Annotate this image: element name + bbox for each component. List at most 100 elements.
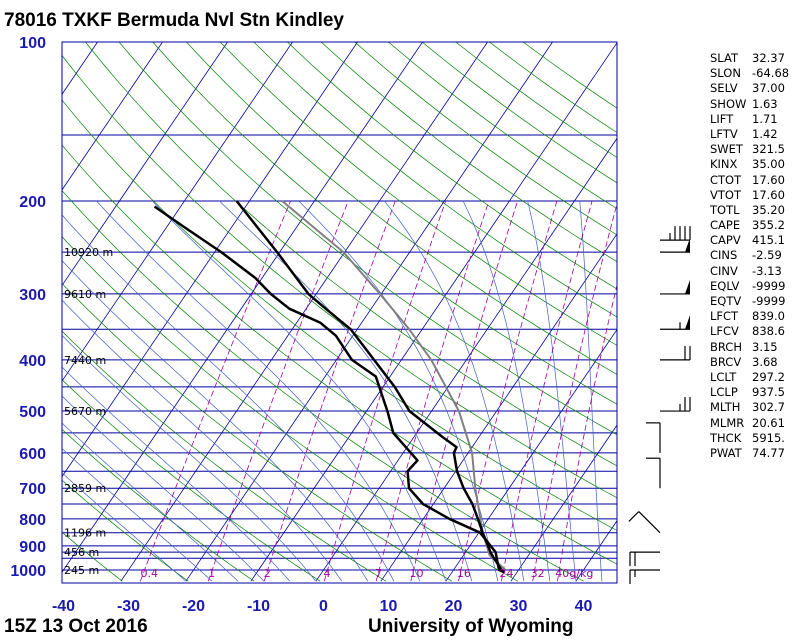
wind-barb [660, 279, 690, 295]
index-row-cinv: CINV -3.13 [710, 264, 798, 279]
mixing-ratio-label: 32 [531, 567, 545, 580]
index-name: LIFT [710, 111, 734, 126]
index-row-brch: BRCH 3.15 [710, 340, 798, 355]
moist-adiabat [62, 260, 369, 582]
wind-barb [660, 315, 690, 330]
mixing-ratio-line [501, 200, 593, 582]
moist-adiabat [62, 472, 187, 582]
index-value: 302.7 [752, 400, 785, 415]
index-row-lfct: LFCT 839.0 [710, 309, 798, 324]
moist-adiabat [62, 366, 291, 582]
mixing-ratio-line [458, 200, 558, 582]
index-row-swet: SWET 321.5 [710, 142, 798, 157]
dry-adiabat [62, 531, 123, 582]
index-value: 297.2 [752, 369, 785, 384]
wind-barb [660, 397, 691, 412]
index-value: 3.68 [752, 354, 778, 369]
index-name: EQTV [710, 294, 742, 308]
index-value: 35.20 [752, 202, 785, 217]
dry-adiabat [253, 42, 617, 318]
moist-adiabat [62, 422, 239, 582]
index-row-kinx: KINX 35.00 [710, 157, 798, 172]
index-value: 355.2 [752, 218, 785, 233]
moist-adiabat [219, 200, 473, 582]
pressure-tick-label: 200 [19, 194, 46, 211]
index-row-cape: CAPE 355.2 [710, 218, 798, 233]
index-name: SWET [710, 142, 743, 157]
isotherm-line [445, 328, 617, 582]
profile-layer [153, 200, 507, 574]
index-name: LFCT [710, 309, 739, 324]
index-value: 3.15 [752, 339, 778, 354]
index-row-pwat: PWAT 74.77 [710, 446, 798, 461]
wind-barb [629, 551, 660, 567]
index-value: 74.77 [752, 445, 785, 460]
index-name: VTOT [710, 187, 741, 202]
index-name: CAPE [710, 218, 741, 233]
index-name: SELV [710, 81, 738, 96]
dry-adiabat [186, 42, 617, 375]
dry-adiabat [0, 42, 56, 581]
wind-barb [629, 569, 660, 584]
temperature-tick-label: 30 [510, 598, 528, 615]
pressure-tick-label: 300 [19, 287, 46, 304]
plot-frame [61, 41, 618, 584]
index-row-cins: CINS -2.59 [710, 248, 798, 263]
moist-adiabat [62, 334, 317, 582]
moist-adiabat [62, 395, 265, 582]
index-name: MLTH [710, 400, 741, 415]
height-label: 456 m [64, 546, 99, 559]
temperature-tick-label: -10 [247, 598, 270, 615]
moist-adiabat [62, 214, 395, 582]
index-row-mlmr: MLMR 20.61 [710, 416, 798, 431]
index-name: CINV [710, 263, 738, 278]
height-label: 10920 m [64, 246, 113, 259]
index-row-ctot: CTOT 17.60 [710, 173, 798, 188]
mixing-ratio-label: 16 [457, 567, 471, 580]
index-value: 17.60 [752, 187, 785, 202]
temperature-tick-label: 40 [575, 598, 593, 615]
moist-adiabat [62, 299, 343, 582]
dry-adiabat [62, 190, 584, 582]
data-source: University of Wyoming [368, 616, 574, 637]
index-row-show: SHOW 1.63 [710, 97, 798, 112]
index-row-lftv: LFTV 1.42 [710, 127, 798, 142]
isotherm-line [62, 42, 293, 382]
index-name: SHOW [710, 96, 747, 111]
pressure-tick-label: 500 [19, 404, 46, 421]
index-value: -64.68 [752, 66, 790, 81]
index-name: CINS [710, 248, 738, 263]
isotherm-line [380, 233, 617, 582]
index-value: 17.60 [752, 172, 785, 187]
moist-adiabat [527, 200, 577, 582]
mixing-ratio-label: 7 [375, 567, 382, 580]
moist-adiabat [384, 200, 525, 582]
mixing-ratio-label: 4 [323, 567, 330, 580]
index-value: 35.00 [752, 157, 785, 172]
moist-adiabat [96, 200, 421, 582]
dry-adiabat [219, 42, 617, 346]
dry-adiabat [62, 54, 617, 499]
index-row-slat: SLAT 32.37 [710, 51, 798, 66]
mixing-ratio-line [263, 200, 396, 582]
wind-barb [628, 511, 661, 534]
temperature-profile [235, 200, 505, 574]
mixing-ratio-line [323, 200, 447, 582]
index-name: BRCH [710, 339, 742, 354]
stability-indices: SLAT 32.37 SLON -64.68 SELV 37.00 SHOW 1.63 LIFT… [710, 51, 798, 461]
temperature-tick-label: -20 [182, 598, 205, 615]
isotherm-line [62, 42, 358, 478]
mixing-ratio-line [140, 200, 291, 582]
mixing-ratio-line [410, 200, 518, 582]
mixing-ratio-label: 40g/kg [555, 567, 593, 580]
moist-adiabat [62, 448, 213, 582]
pressure-tick-label: 800 [19, 512, 46, 529]
dry-adiabat [287, 42, 617, 290]
index-name: KINX [710, 157, 738, 172]
mixing-ratio-label: 10 [410, 567, 424, 580]
index-row-capv: CAPV 415.1 [710, 233, 798, 248]
index-name: LCLP [710, 385, 738, 400]
index-row-selv: SELV 37.00 [710, 81, 798, 96]
index-name: LCLT [710, 369, 737, 384]
